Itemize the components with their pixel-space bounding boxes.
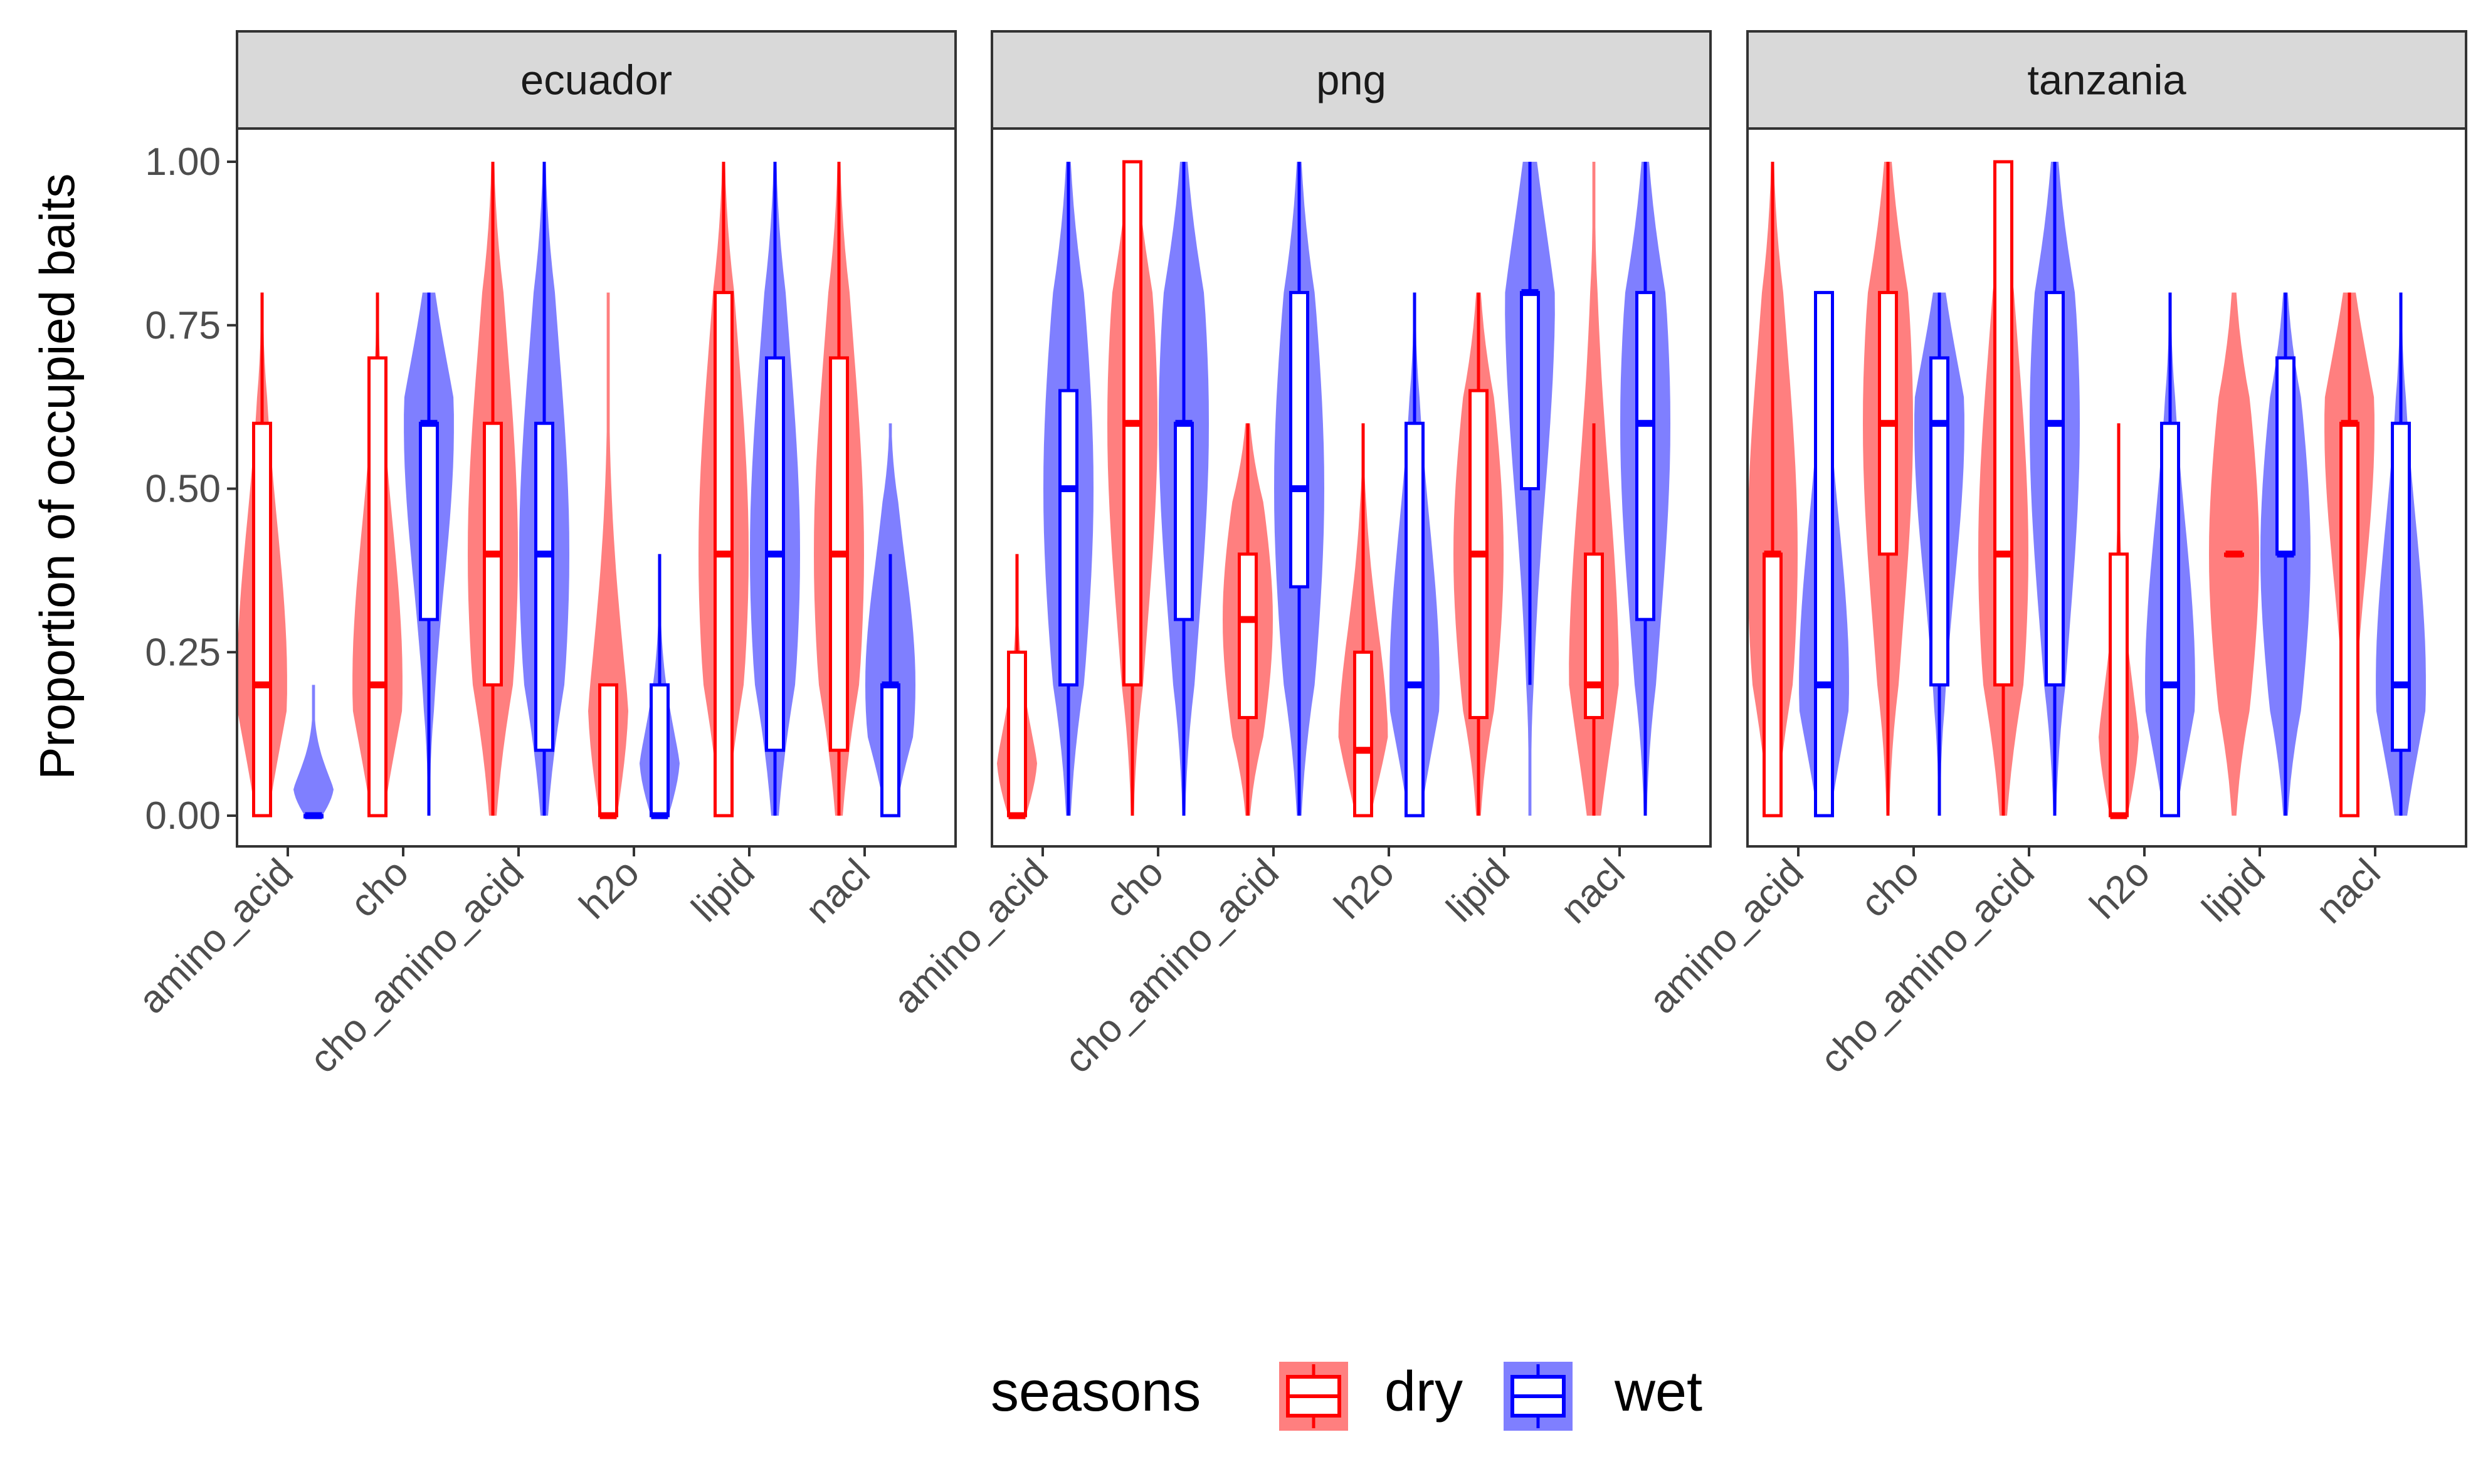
box-wet <box>880 683 900 818</box>
category-group-lipid <box>1453 162 1555 816</box>
x-tick-label: amino_acid <box>885 851 1057 1022</box>
y-tick-label: 0.00 <box>145 794 221 838</box>
x-tick-label: cho <box>342 851 416 925</box>
category-group-amino_acid <box>237 292 334 819</box>
facet-strip-tanzania <box>1746 30 2467 130</box>
category-group-cho_amino_acid <box>468 162 569 816</box>
category-group-nacl <box>1569 162 1670 816</box>
category-group-cho <box>1107 160 1209 816</box>
box-wet <box>2045 291 2065 687</box>
box-dry <box>2339 421 2359 818</box>
x-tick-label: amino_acid <box>1641 851 1812 1022</box>
facet-label-tanzania: tanzania <box>2027 57 2186 104</box>
box-wet <box>1289 291 1309 589</box>
legend-title: seasons <box>991 1360 1201 1423</box>
box-wet <box>2160 421 2180 818</box>
box-wet <box>1174 421 1194 621</box>
category-group-nacl <box>814 162 915 818</box>
box-wet <box>1405 421 1425 818</box>
y-tick-label: 0.25 <box>145 631 221 674</box>
x-tick-label: cho_amino_acid <box>302 851 532 1081</box>
box-wet <box>1814 291 1834 818</box>
facet-label-ecuador: ecuador <box>520 57 672 104</box>
box-wet <box>2275 356 2296 556</box>
legend-label-wet: wet <box>1614 1360 1702 1423</box>
category-group-cho_amino_acid <box>1978 160 2080 816</box>
x-tick-label: h2o <box>2082 851 2158 927</box>
facet-strip-ecuador <box>236 30 957 130</box>
category-group-nacl <box>2324 292 2426 818</box>
category-group-lipid <box>698 162 800 818</box>
box-dry <box>1238 552 1258 720</box>
box-wet <box>419 421 439 621</box>
category-group-amino_acid <box>1747 162 1849 818</box>
box-dry <box>598 683 618 818</box>
category-group-cho_amino_acid <box>1223 162 1324 816</box>
box-dry <box>1353 650 1373 818</box>
category-group-cho <box>1863 162 1964 816</box>
box-wet <box>534 421 554 752</box>
facet-strip-png <box>991 30 1712 130</box>
box-dry <box>367 356 387 818</box>
x-tick-label: nacl <box>798 851 878 932</box>
legend-item-dry: dry <box>1279 1360 1463 1431</box>
legend-label-dry: dry <box>1384 1360 1463 1423</box>
x-tick-label: nacl <box>1552 851 1633 932</box>
box-wet <box>2391 421 2411 752</box>
category-group-lipid <box>2209 292 2311 816</box>
x-tick-label: h2o <box>571 851 648 927</box>
panel-border-tanzania <box>1746 127 2467 848</box>
x-tick-label: lipid <box>2194 851 2274 930</box>
category-group-amino_acid <box>997 162 1094 819</box>
box-wet <box>1520 291 1540 490</box>
x-tick-label: cho <box>1097 851 1171 925</box>
box-dry <box>1007 650 1027 818</box>
facet-label-png: png <box>1316 57 1386 104</box>
category-group-h2o <box>588 292 680 819</box>
category-group-cho <box>352 292 454 818</box>
panel-border-ecuador <box>236 127 957 848</box>
category-group-h2o <box>2099 292 2195 819</box>
x-tick-label: cho <box>1852 851 1927 925</box>
box-wet <box>650 683 670 818</box>
legend-item-wet: wet <box>1504 1360 1702 1431</box>
box-dry <box>1763 552 1783 818</box>
x-tick-label: cho_amino_acid <box>1057 851 1287 1081</box>
y-tick-label: 0.75 <box>145 304 221 347</box>
x-tick-label: h2o <box>1326 851 1403 927</box>
legend: seasons dry wet <box>991 1360 1702 1431</box>
box-dry <box>252 421 272 818</box>
box-dry <box>1993 160 2013 687</box>
violin-wet <box>293 685 334 816</box>
box-wet <box>1635 291 1655 621</box>
x-tick-label: amino_acid <box>130 851 302 1022</box>
y-tick-label: 0.50 <box>145 468 221 511</box>
box-wet <box>1929 356 1949 687</box>
box-dry <box>2109 552 2129 818</box>
box-wet <box>1058 389 1078 687</box>
category-group-h2o <box>1338 292 1440 818</box>
x-tick-label: nacl <box>2308 851 2389 932</box>
y-axis-title: Proportion of occupied baits <box>29 174 85 780</box>
x-tick-label: lipid <box>683 851 763 930</box>
x-tick-label: cho_amino_acid <box>1812 851 2043 1081</box>
panel-border-png <box>991 127 1712 848</box>
y-tick-label: 1.00 <box>145 140 221 184</box>
x-tick-label: lipid <box>1438 851 1518 930</box>
box-dry <box>1584 552 1604 720</box>
